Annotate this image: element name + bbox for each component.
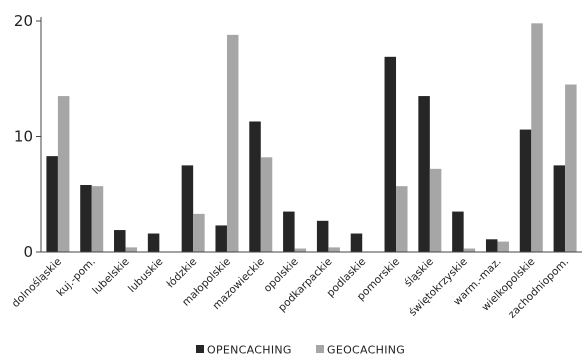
bar-opencaching-5: [215, 225, 227, 252]
x-category-label-3: lubuskie: [126, 256, 165, 295]
bars-layer: [46, 23, 577, 253]
bar-geocaching-5: [226, 34, 239, 252]
bar-geocaching-0: [57, 96, 70, 252]
y-tick-label-0: 0: [23, 243, 33, 261]
bar-opencaching-10: [384, 56, 397, 253]
y-tick-label-10: 10: [14, 128, 33, 146]
bar-geocaching-6: [260, 157, 273, 252]
legend-swatch-geocaching: [316, 345, 324, 353]
bar-geocaching-11: [429, 168, 442, 252]
bar-geocaching-12: [463, 248, 476, 252]
axis-layer: [40, 17, 582, 253]
bar-geocaching-10: [396, 186, 408, 252]
bar-opencaching-7: [283, 211, 295, 252]
legend-swatch-opencaching: [196, 345, 204, 353]
x-category-label-2: lubelskie: [90, 256, 131, 297]
x-category-label-15: zachodniopom.: [506, 256, 571, 321]
y-tick-labels: 0 10 20: [14, 12, 41, 261]
bar-opencaching-6: [249, 121, 261, 252]
bar-opencaching-14: [519, 129, 532, 252]
bar-opencaching-13: [485, 239, 498, 252]
bar-opencaching-4: [181, 165, 194, 253]
bar-geocaching-14: [531, 23, 543, 253]
bar-opencaching-0: [46, 156, 58, 252]
bar-opencaching-3: [147, 233, 160, 252]
x-category-label-0: dolnośląskie: [10, 256, 64, 310]
x-category-label-11: śląskie: [402, 256, 436, 290]
bar-geocaching-15: [565, 84, 577, 252]
bar-geocaching-1: [91, 186, 104, 252]
bar-opencaching-15: [553, 165, 566, 253]
bar-opencaching-8: [316, 220, 329, 252]
bar-opencaching-9: [350, 233, 363, 252]
y-tick-label-20: 20: [14, 12, 33, 30]
bar-geocaching-7: [294, 248, 307, 252]
x-category-label-12: świętokrzyskie: [407, 256, 470, 319]
bar-geocaching-4: [193, 213, 205, 252]
bar-opencaching-2: [114, 230, 126, 252]
bar-opencaching-11: [418, 96, 430, 252]
legend-label-geocaching: GEOCACHING: [327, 344, 405, 357]
bar-geocaching-8: [328, 247, 340, 252]
bar-opencaching-12: [452, 211, 464, 252]
bar-geocaching-13: [497, 241, 509, 252]
bar-opencaching-1: [80, 185, 92, 252]
bar-geocaching-2: [125, 247, 138, 252]
legend: OPENCACHING GEOCACHING: [196, 344, 405, 357]
legend-label-opencaching: OPENCACHING: [207, 344, 292, 357]
